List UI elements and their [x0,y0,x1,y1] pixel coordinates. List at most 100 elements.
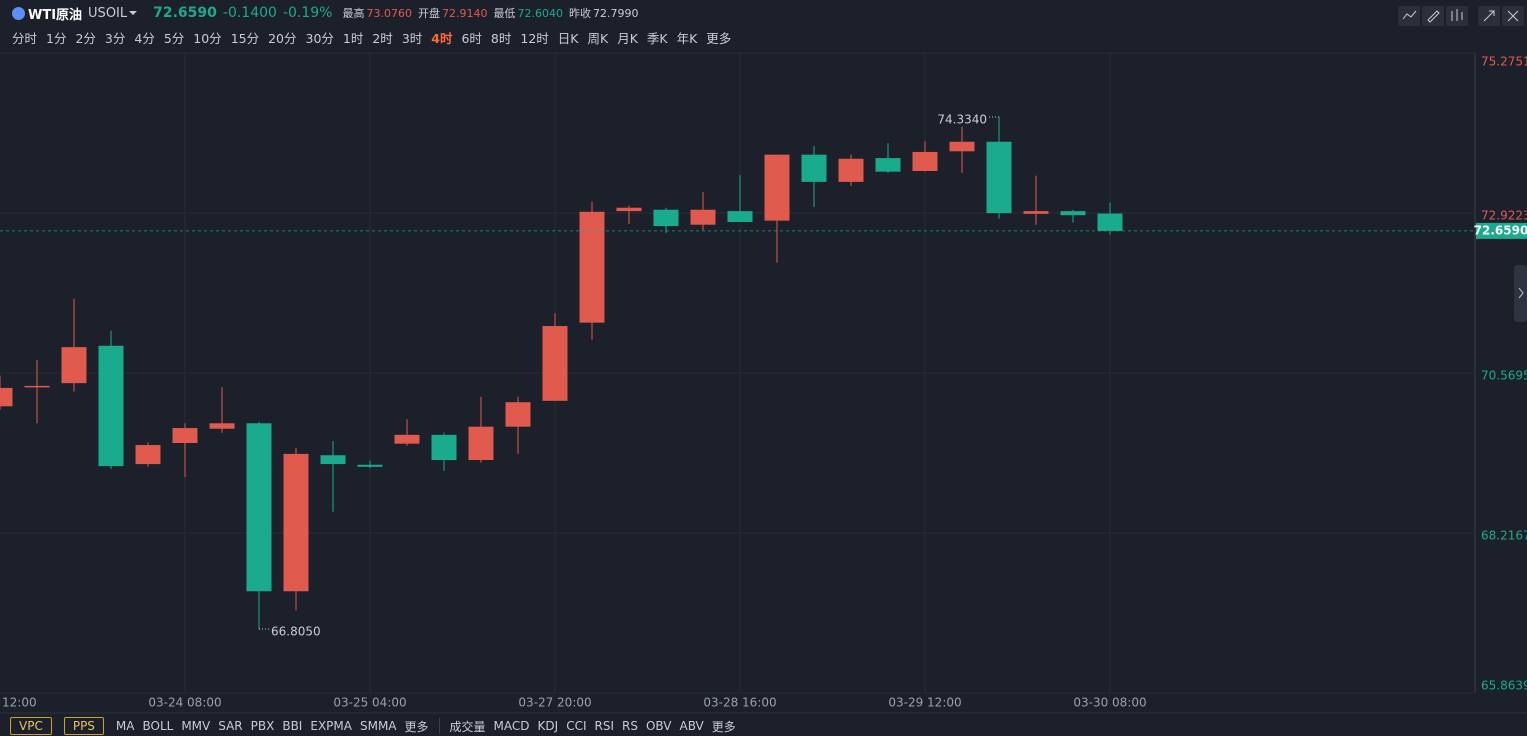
candle-body [431,434,457,461]
period-tab[interactable]: 30分 [305,30,334,46]
stat-value: 72.7990 [592,6,639,20]
indicator[interactable]: MA [115,719,135,733]
candle-body [579,211,605,323]
instrument-name: WTI原油 [28,7,83,23]
candle-body [1060,211,1086,216]
candle-body [542,326,568,401]
indicator-bar: VPC PPS MA BOLL MMV SAR PBX BBI EXPMA SMMA 更多 成交量 MA… [10,716,736,736]
candle-body [616,207,642,212]
candle-body [468,426,494,461]
indicator[interactable]: BOLL [142,719,174,733]
candle-body [653,209,679,227]
period-tab[interactable]: 2分 [75,30,96,46]
candle-body [1097,213,1123,231]
period-tab[interactable]: 分时 [12,30,38,46]
indicator[interactable]: EXPMA [310,719,352,733]
high-label: 74.3340 [937,112,987,126]
indicator[interactable]: BBI [282,719,303,733]
candle-body [172,428,198,444]
period-bar: 分时 1分 2分 3分 4分 5分 10分 15分 20分 30分 1时 2时 3时 4时 6时 8时 12时日… [12,28,731,46]
indicator[interactable]: 成交量 [449,719,486,734]
indicator[interactable]: CCI [566,719,587,733]
indicator[interactable]: MACD [493,719,530,733]
logo-icon [12,6,25,20]
candle-body [505,402,531,427]
y-tick-label: 68.2167 [1481,529,1527,543]
low-label: 66.8050 [271,625,321,639]
indicator[interactable]: RSI [594,719,614,733]
y-tick-label: 70.5695 [1481,369,1527,383]
candle-body [283,453,309,592]
candle-body [727,211,753,222]
side-tab[interactable] [1514,265,1527,322]
candle-body [986,141,1012,214]
period-tab[interactable]: 更多 [706,30,732,46]
period-tab[interactable]: 20分 [268,30,297,46]
period-tab[interactable]: 季K [646,30,668,46]
candle-body [24,385,50,388]
stat-value: 73.0760 [366,6,412,20]
indicator-box[interactable]: VPC [10,717,52,735]
period-tab[interactable]: 月K [617,30,638,46]
indicator[interactable]: PBX [250,719,275,733]
indicator[interactable]: KDJ [537,719,559,733]
stat-value: 72.9140 [441,6,488,20]
period-tab[interactable]: 1分 [46,30,67,46]
candle-body [1023,211,1049,214]
period-tab[interactable]: 4分 [134,30,155,46]
price: 72.6590 [153,5,217,21]
period-tab[interactable]: 8时 [490,30,512,46]
indicator-box[interactable]: PPS [63,717,104,735]
candle-body [875,158,901,172]
indicator[interactable]: ABV [679,719,704,733]
period-tab[interactable]: 1时 [342,30,364,46]
x-tick-label: 12:00 [2,696,37,710]
period-tab[interactable]: 15分 [230,30,260,46]
candle-body [394,434,420,444]
candle-body [357,464,383,467]
stat-value: 72.6040 [517,6,563,20]
y-tick-label: 72.9223 [1481,209,1527,223]
period-tab[interactable]: 2时 [372,30,393,46]
period-tab[interactable]: 5分 [163,30,185,46]
indicator[interactable]: SMMA [359,719,397,733]
candle-body [98,345,124,467]
indicator[interactable]: MMV [181,719,211,733]
last-price-label: 72.6590 [1474,223,1527,237]
header: WTI原油 USOIL 72.6590 -0.1400 -0.19% 最高 73.0760 开… [12,3,638,23]
stat-label: 最低 [493,7,516,20]
indicator[interactable]: SAR [218,719,243,733]
change-pct: -0.19% [282,5,333,21]
indicator[interactable]: OBV [645,719,672,733]
period-tab[interactable]: 周K [587,30,609,46]
period-tab[interactable]: 年K [676,30,698,46]
indicator[interactable]: 更多 [404,719,429,734]
symbol[interactable]: USOIL [88,5,128,21]
stat-label: 开盘 [417,7,440,20]
period-tab[interactable]: 3分 [104,30,126,46]
stat-label: 昨收 [568,7,591,20]
symbol-caret [129,11,138,19]
y-tick-label: 65.8639 [1481,679,1527,693]
candle-body [0,387,13,407]
separator [438,718,440,734]
period-tab[interactable]: 10分 [193,30,222,46]
x-tick-label: 03-30 08:00 [1073,696,1146,710]
candle-body [949,141,975,152]
period-tab[interactable]: 日K [557,30,579,46]
candle-body [246,423,272,592]
period-tab[interactable]: 6时 [461,30,482,46]
candle-body [912,151,938,171]
candle-body [838,158,864,182]
indicator[interactable]: 更多 [711,719,736,734]
indicator[interactable]: RS [621,719,638,733]
toolbar-icons[interactable] [1398,6,1524,26]
y-tick-label: 75.2751 [1481,55,1527,69]
period-tab[interactable]: 3时 [401,30,423,46]
period-tab[interactable]: 12时 [520,30,549,46]
candle-body [209,423,235,429]
candle-body [690,209,716,225]
period-tab[interactable]: 4时 [431,30,453,46]
